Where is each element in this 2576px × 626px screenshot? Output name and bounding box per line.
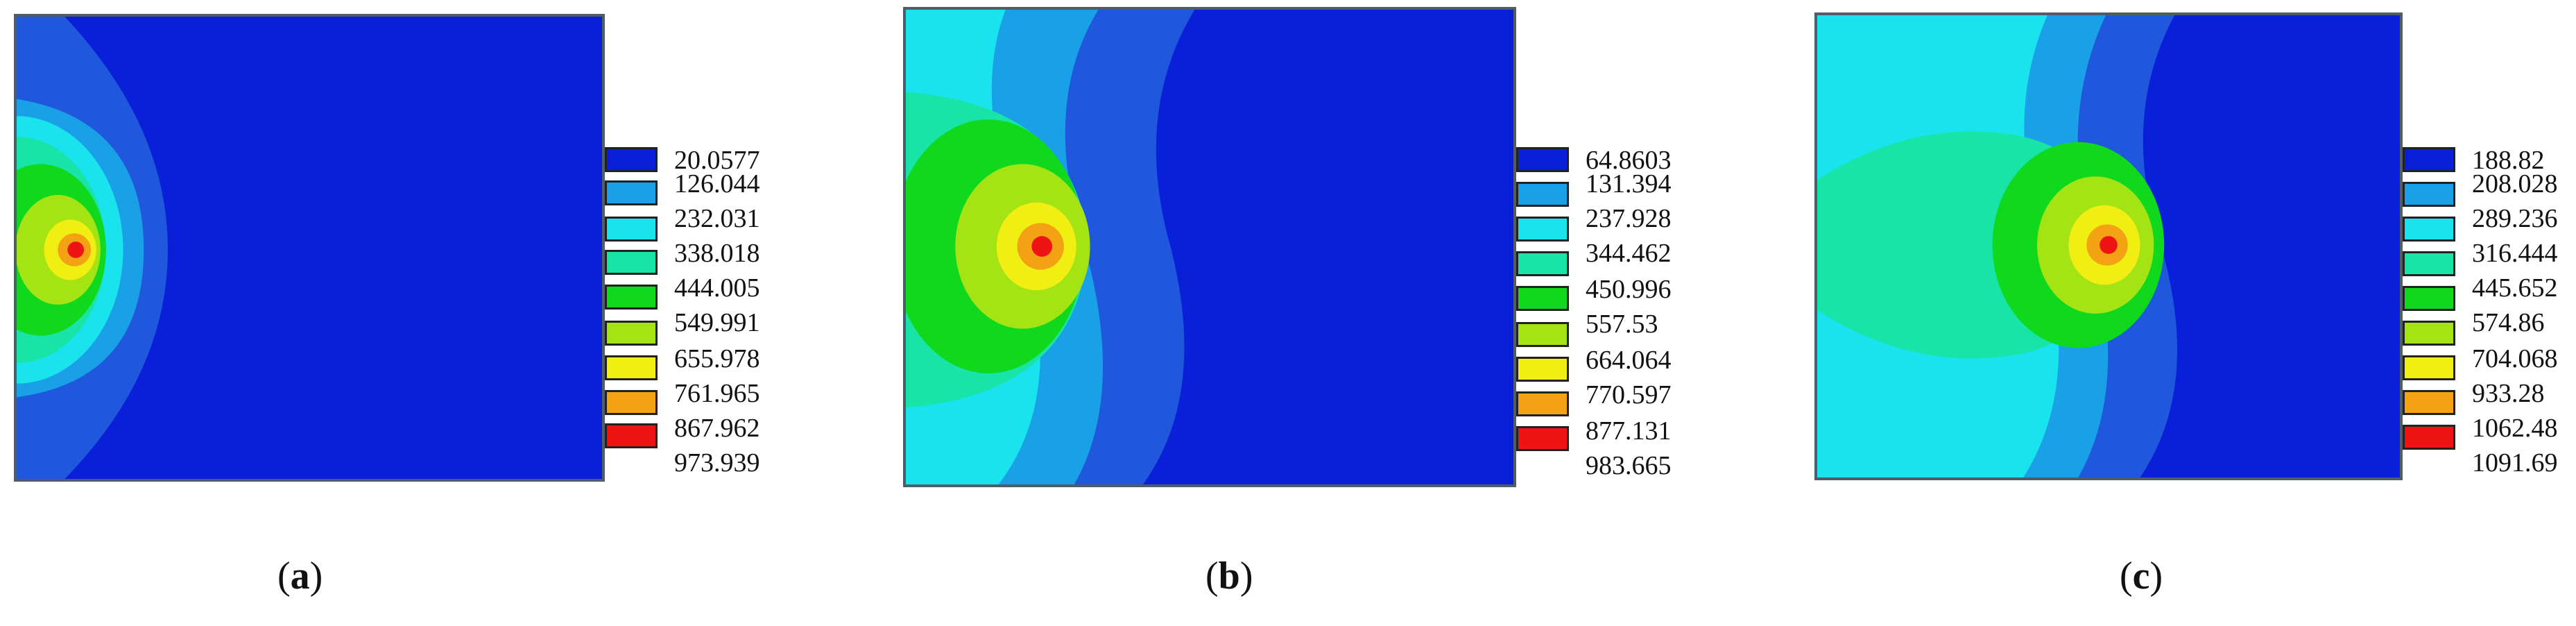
legend-swatch-a-4 xyxy=(605,285,658,310)
legend-swatch-b-8 xyxy=(1516,426,1569,451)
legend-label-b-8: 877.131 xyxy=(1586,416,1672,446)
panel-c: 188.82 208.028 289.236 316.444 445.652 5… xyxy=(1717,0,2576,626)
panel-label-a-close: ) xyxy=(309,555,323,598)
legend-swatch-c-7 xyxy=(2403,390,2455,415)
legend-label-a-4: 444.005 xyxy=(674,273,760,303)
panel-label-c-close: ) xyxy=(2149,555,2163,598)
contour-svg-b xyxy=(906,10,1513,484)
legend-swatch-c-0 xyxy=(2403,147,2455,172)
panel-a: 20.0577 126.044 232.031 338.018 444.005 … xyxy=(0,0,859,626)
legend-label-c-5: 574.86 xyxy=(2472,308,2545,337)
legend-label-c-4: 445.652 xyxy=(2472,273,2558,303)
legend-label-b-3: 344.462 xyxy=(1586,239,1672,268)
legend-swatch-a-6 xyxy=(605,355,658,380)
legend-swatch-c-8 xyxy=(2403,425,2455,450)
contour-plot-a xyxy=(14,14,605,482)
legend-label-c-2: 289.236 xyxy=(2472,204,2558,233)
contour-band-9-a xyxy=(67,242,85,258)
panel-label-c-open: ( xyxy=(2120,555,2133,598)
legend-label-c-0: 188.82 xyxy=(2472,146,2545,175)
legend-swatch-b-0 xyxy=(1516,147,1569,172)
legend-swatch-b-2 xyxy=(1516,217,1569,242)
contour-band-9-c xyxy=(2100,236,2118,254)
legend-label-a-2: 232.031 xyxy=(674,204,760,233)
panel-label-b: (b) xyxy=(1205,555,1253,597)
legend-swatch-a-3 xyxy=(605,250,658,275)
legend-swatch-c-5 xyxy=(2403,321,2455,346)
legend-label-b-6: 664.064 xyxy=(1586,346,1672,375)
panel-label-b-open: ( xyxy=(1205,555,1219,598)
legend-swatch-a-2 xyxy=(605,217,658,242)
legend-label-a-8: 867.962 xyxy=(674,414,760,443)
legend-swatch-b-4 xyxy=(1516,286,1569,311)
legend-label-b-5: 557.53 xyxy=(1586,310,1658,339)
legend-swatch-b-7 xyxy=(1516,391,1569,416)
legend-label-a-3: 338.018 xyxy=(674,239,760,268)
contour-band-9-b xyxy=(1031,236,1053,257)
legend-swatch-b-6 xyxy=(1516,357,1569,382)
contour-plot-c xyxy=(1814,12,2403,480)
legend-swatch-b-5 xyxy=(1516,322,1569,347)
legend-label-b-4: 450.996 xyxy=(1586,275,1672,304)
contour-svg-a xyxy=(17,17,602,479)
legend-swatch-a-8 xyxy=(605,423,658,448)
legend-label-b-0: 64.8603 xyxy=(1586,146,1672,175)
panel-label-a-open: ( xyxy=(277,555,291,598)
legend-label-a-1: 126.044 xyxy=(674,169,760,198)
panel-label-c-letter: c xyxy=(2132,555,2150,598)
legend-label-b-7: 770.597 xyxy=(1586,380,1672,409)
panel-label-b-close: ) xyxy=(1239,555,1253,598)
legend-swatch-a-0 xyxy=(605,147,658,172)
legend-label-c-7: 933.28 xyxy=(2472,379,2545,408)
panel-label-a: (a) xyxy=(277,555,323,597)
legend-label-b-9: 983.665 xyxy=(1586,451,1672,480)
legend-swatch-c-1 xyxy=(2403,182,2455,207)
legend-swatch-b-1 xyxy=(1516,182,1569,207)
legend-label-c-1: 208.028 xyxy=(2472,169,2558,198)
legend-swatch-c-3 xyxy=(2403,251,2455,276)
legend-swatch-a-7 xyxy=(605,390,658,415)
legend-swatch-c-2 xyxy=(2403,217,2455,242)
panel-label-a-letter: a xyxy=(290,555,310,598)
panel-label-b-letter: b xyxy=(1218,555,1240,598)
legend-label-a-9: 973.939 xyxy=(674,448,760,477)
legend-label-a-6: 655.978 xyxy=(674,344,760,373)
legend-label-b-1: 131.394 xyxy=(1586,169,1672,198)
legend-label-c-8: 1062.48 xyxy=(2472,414,2558,443)
legend-swatch-a-5 xyxy=(605,321,658,346)
panel-b: 64.8603 131.394 237.928 344.462 450.996 … xyxy=(859,0,1717,626)
legend-label-a-5: 549.991 xyxy=(674,308,760,337)
legend-label-a-7: 761.965 xyxy=(674,379,760,408)
legend-label-c-9: 1091.69 xyxy=(2472,448,2558,477)
legend-swatch-c-4 xyxy=(2403,286,2455,311)
legend-swatch-a-1 xyxy=(605,180,658,205)
legend-label-c-6: 704.068 xyxy=(2472,344,2558,373)
panel-label-c: (c) xyxy=(2120,555,2163,597)
contour-plot-b xyxy=(903,7,1516,487)
legend-swatch-c-6 xyxy=(2403,355,2455,380)
contour-svg-c xyxy=(1817,15,2400,477)
legend-label-a-0: 20.0577 xyxy=(674,146,760,175)
legend-label-b-2: 237.928 xyxy=(1586,204,1672,233)
legend-label-c-3: 316.444 xyxy=(2472,239,2558,268)
legend-swatch-b-3 xyxy=(1516,251,1569,276)
